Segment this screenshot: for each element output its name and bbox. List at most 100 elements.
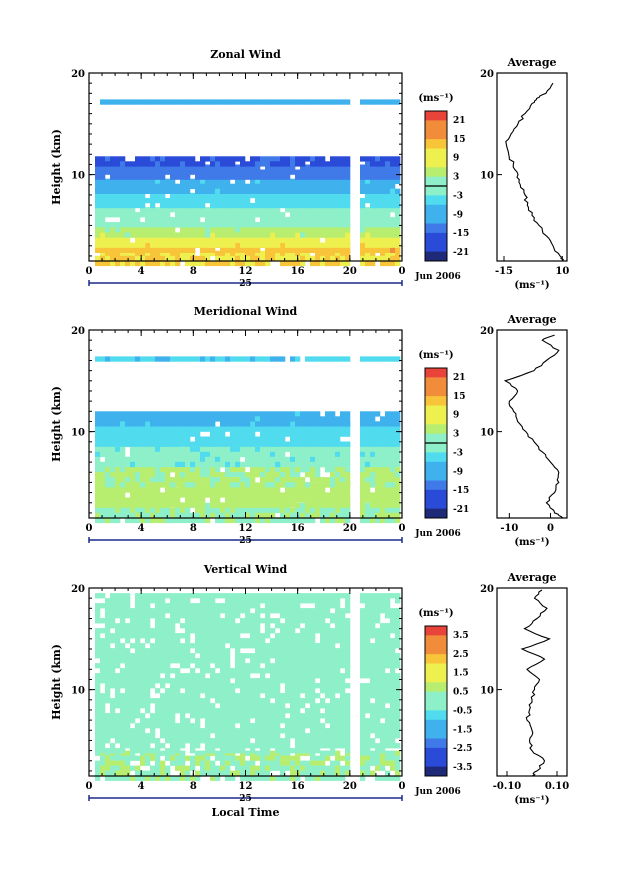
heatmap-cell — [125, 356, 131, 362]
heatmap-cell — [325, 461, 331, 468]
heatmap-cell — [260, 178, 266, 184]
heatmap-cell — [185, 517, 191, 524]
heatmap-cell — [205, 743, 211, 749]
heatmap-cell — [95, 492, 101, 498]
heatmap-cell — [255, 648, 261, 654]
heatmap-cell — [195, 242, 201, 248]
heatmap-cell — [290, 618, 296, 624]
heatmap-cell — [150, 643, 156, 649]
heatmap-cell — [275, 461, 281, 468]
heatmap-cell — [110, 723, 116, 729]
heatmap-cell — [245, 628, 251, 634]
heatmap-cell — [380, 232, 386, 238]
heatmap-cell — [290, 643, 296, 649]
heatmap-cell — [195, 618, 201, 624]
heatmap-cell — [230, 250, 236, 257]
heatmap-cell — [205, 247, 211, 253]
heatmap-cell — [135, 770, 141, 776]
heatmap-cell — [100, 502, 106, 508]
heatmap-cell — [135, 441, 141, 447]
heatmap-cell — [290, 217, 296, 223]
heatmap-cell — [370, 164, 376, 170]
heatmap-cell — [365, 242, 371, 248]
colorbar-segment — [425, 223, 447, 234]
heatmap-cell — [115, 472, 121, 478]
heatmap-cell — [130, 743, 136, 749]
heatmap-cell — [285, 178, 291, 184]
heatmap-cell — [120, 446, 126, 453]
heatmap-cell — [105, 648, 111, 654]
heatmap-cell — [250, 461, 256, 468]
heatmap-cell — [340, 222, 346, 228]
heatmap-cell — [150, 653, 156, 659]
heatmap-cell — [250, 416, 256, 422]
heatmap-cell — [170, 178, 176, 184]
heatmap-cell — [385, 260, 391, 267]
heatmap-cell — [290, 232, 296, 238]
heatmap-cell — [370, 482, 376, 488]
heatmap-cell — [120, 708, 126, 714]
heatmap-cell — [140, 623, 146, 629]
heatmap-cell — [160, 648, 166, 654]
heatmap-cell — [360, 260, 366, 267]
heatmap-cell — [265, 250, 271, 257]
heatmap-cell — [270, 431, 276, 437]
heatmap-cell — [165, 421, 171, 427]
heatmap-cell — [255, 598, 261, 604]
heatmap-cell — [310, 431, 316, 437]
heatmap-cell — [395, 247, 401, 253]
heatmap-cell — [295, 497, 301, 503]
heatmap-cell — [240, 156, 246, 162]
colorbar-segment — [425, 396, 447, 406]
heatmap-cell — [245, 517, 251, 524]
heatmap-cell — [140, 653, 146, 659]
heatmap-cell — [295, 653, 301, 659]
heatmap-cell — [300, 738, 306, 744]
heatmap-cell — [285, 411, 291, 417]
heatmap-cell — [145, 718, 151, 724]
heatmap-cell — [300, 608, 306, 614]
heatmap-cell — [185, 227, 191, 233]
heatmap-cell — [165, 517, 171, 524]
heatmap-cell — [285, 482, 291, 488]
colorbar-tick-label: 9 — [453, 154, 459, 164]
heatmap-cell — [375, 169, 381, 175]
heatmap-cell — [130, 411, 136, 417]
heatmap-cell — [235, 502, 241, 508]
heatmap-cell — [390, 202, 396, 209]
heatmap-cell — [160, 618, 166, 624]
profile-x-tick-label: 10 — [555, 266, 569, 277]
heatmap-cell — [125, 698, 131, 704]
heatmap-cell — [360, 202, 366, 209]
heatmap-cell — [250, 507, 256, 514]
heatmap-cell — [245, 255, 251, 262]
heatmap-cell — [160, 608, 166, 614]
heatmap-cell — [110, 441, 116, 447]
heatmap-cell — [395, 356, 401, 362]
heatmap-cell — [290, 202, 296, 209]
heatmap-cell — [145, 723, 151, 729]
heatmap-cell — [260, 188, 266, 194]
heatmap-cell — [285, 638, 291, 644]
heatmap-cell — [205, 197, 211, 204]
heatmap-cell — [375, 497, 381, 503]
heatmap-cell — [175, 232, 181, 238]
heatmap-cell — [295, 643, 301, 649]
heatmap-cell — [115, 512, 121, 519]
heatmap-cell — [145, 477, 151, 483]
heatmap-cell — [250, 487, 256, 493]
heatmap-cell — [300, 653, 306, 659]
heatmap-cell — [215, 708, 221, 714]
heatmap-cell — [130, 748, 136, 754]
heatmap-cell — [115, 608, 121, 614]
heatmap-cell — [215, 517, 221, 524]
heatmap-cell — [110, 683, 116, 689]
heatmap-cell — [175, 492, 181, 498]
heatmap-cell — [165, 663, 171, 669]
heatmap-cell — [105, 451, 111, 458]
heatmap-cell — [95, 770, 101, 776]
heatmap-cell — [390, 477, 396, 483]
heatmap-cell — [200, 202, 206, 209]
heatmap-cell — [155, 770, 161, 776]
heatmap-cell — [210, 713, 216, 719]
